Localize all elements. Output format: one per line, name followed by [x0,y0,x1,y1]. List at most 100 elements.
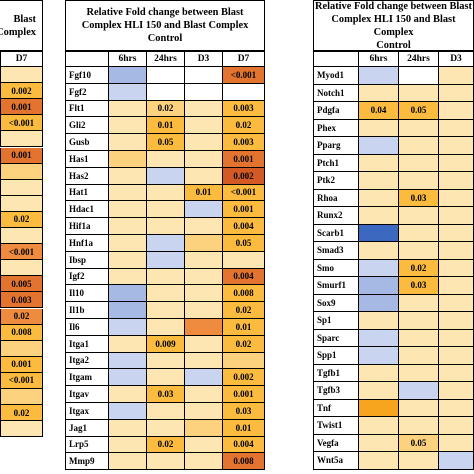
value-cell [147,369,185,386]
gene-name: Has2 [65,167,109,184]
value-cell [109,403,147,419]
value-cell [399,452,439,469]
gene-name: Fgf2 [65,83,109,100]
table-row: 0.001 [0,147,43,164]
value-cell: 0.003 [223,100,265,117]
value-cell [0,67,43,83]
value-cell [439,67,474,84]
gene-name: Tgfb3 [313,382,359,399]
value-cell: 0.004 [223,268,265,285]
table-title: Relative Fold change between Blast Compl… [313,0,474,51]
table-row [0,389,43,406]
gene-name: Smo [313,259,359,276]
gene-name: Rhoa [313,189,359,206]
value-cell [359,67,399,84]
value-cell [359,137,399,154]
table-row: Il10 0.008 [65,285,265,303]
value-cell: 0.05 [399,434,439,451]
value-cell [185,285,223,302]
value-cell [185,369,223,386]
value-cell [439,364,474,381]
table-row [0,195,43,212]
value-cell [185,134,223,150]
value-cell: 0.01 [185,184,223,201]
value-cell [399,84,439,101]
value-cell [399,364,439,381]
table-row: Sparc [313,329,474,347]
table-row: 0.003 [0,292,43,309]
table-row: <0.001 [0,372,43,389]
value-cell [147,67,185,83]
gene-name: Flt1 [65,100,109,117]
gene-name: Tgfb1 [313,364,359,381]
value-cell: 0.05 [147,134,185,150]
value-cell [223,251,265,268]
table-row: 0.02 [0,211,43,228]
table-row: Scarb1 [313,224,474,242]
table-row: Fgf2 [65,83,265,101]
value-cell [399,347,439,364]
value-cell [109,134,147,150]
gene-name: Pparg [313,137,359,154]
value-cell [359,119,399,136]
gene-name: Igf2 [65,268,109,285]
table-row: <0.001 [0,244,43,261]
value-cell: 0.001 [223,201,265,218]
value-cell [399,329,439,346]
gene-name: Itgam [65,369,109,386]
table-row: Tgfb1 [313,364,474,382]
column-header-row: 6hrs 24hrs D3 [313,51,474,67]
value-cell [147,352,185,369]
value-cell: 0.03 [399,189,439,206]
value-cell [185,419,223,436]
table-row: Notch1 [313,84,474,102]
value-cell [439,259,474,276]
table-row: Flt1 0.02 0.003 [65,100,265,118]
value-cell: 0.001 [0,147,43,163]
gene-name: Tnf [313,399,359,416]
value-cell [439,172,474,189]
value-cell [185,83,223,100]
value-cell [147,319,185,335]
value-cell: 0.001 [0,356,43,372]
table-row: 0.001 [0,99,43,116]
table-row: Myod1 [313,67,474,85]
table-row: Lrp5 0.02 0.004 [65,436,265,454]
table-row: Sp1 [313,312,474,330]
table-row: Has1 0.001 [65,151,265,168]
value-cell [185,268,223,285]
value-cell [147,218,185,234]
value-cell: 0.004 [223,218,265,234]
value-cell [359,154,399,171]
value-cell: 0.04 [359,102,399,119]
gene-name: Smurf1 [313,277,359,294]
table-row: Wnt5a [313,452,474,470]
table-row [0,421,43,438]
value-cell [439,294,474,311]
value-cell [439,119,474,136]
value-cell [359,312,399,329]
value-cell [399,417,439,434]
value-cell [109,67,147,83]
value-cell [109,386,147,402]
table-row: Itgam 0.002 [65,369,265,387]
value-cell [439,154,474,171]
value-cell [0,421,43,437]
value-cell: 0.05 [223,235,265,251]
table-row [0,163,43,180]
value-cell [439,137,474,154]
value-cell [185,251,223,268]
table-row: Vegfa 0.05 [313,434,474,452]
value-cell [147,184,185,201]
column-header: D7 [223,52,265,66]
value-cell [109,335,147,352]
gene-name: Ptch1 [313,154,359,171]
value-cell: 0.001 [0,99,43,115]
table-row: Jag1 0.01 [65,419,265,437]
value-cell [109,369,147,386]
value-cell: 0.02 [223,117,265,134]
gene-name: Has1 [65,151,109,167]
table-row: Ibsp [65,251,265,269]
column-header: D7 [0,52,43,66]
gene-name: Sp1 [313,312,359,329]
